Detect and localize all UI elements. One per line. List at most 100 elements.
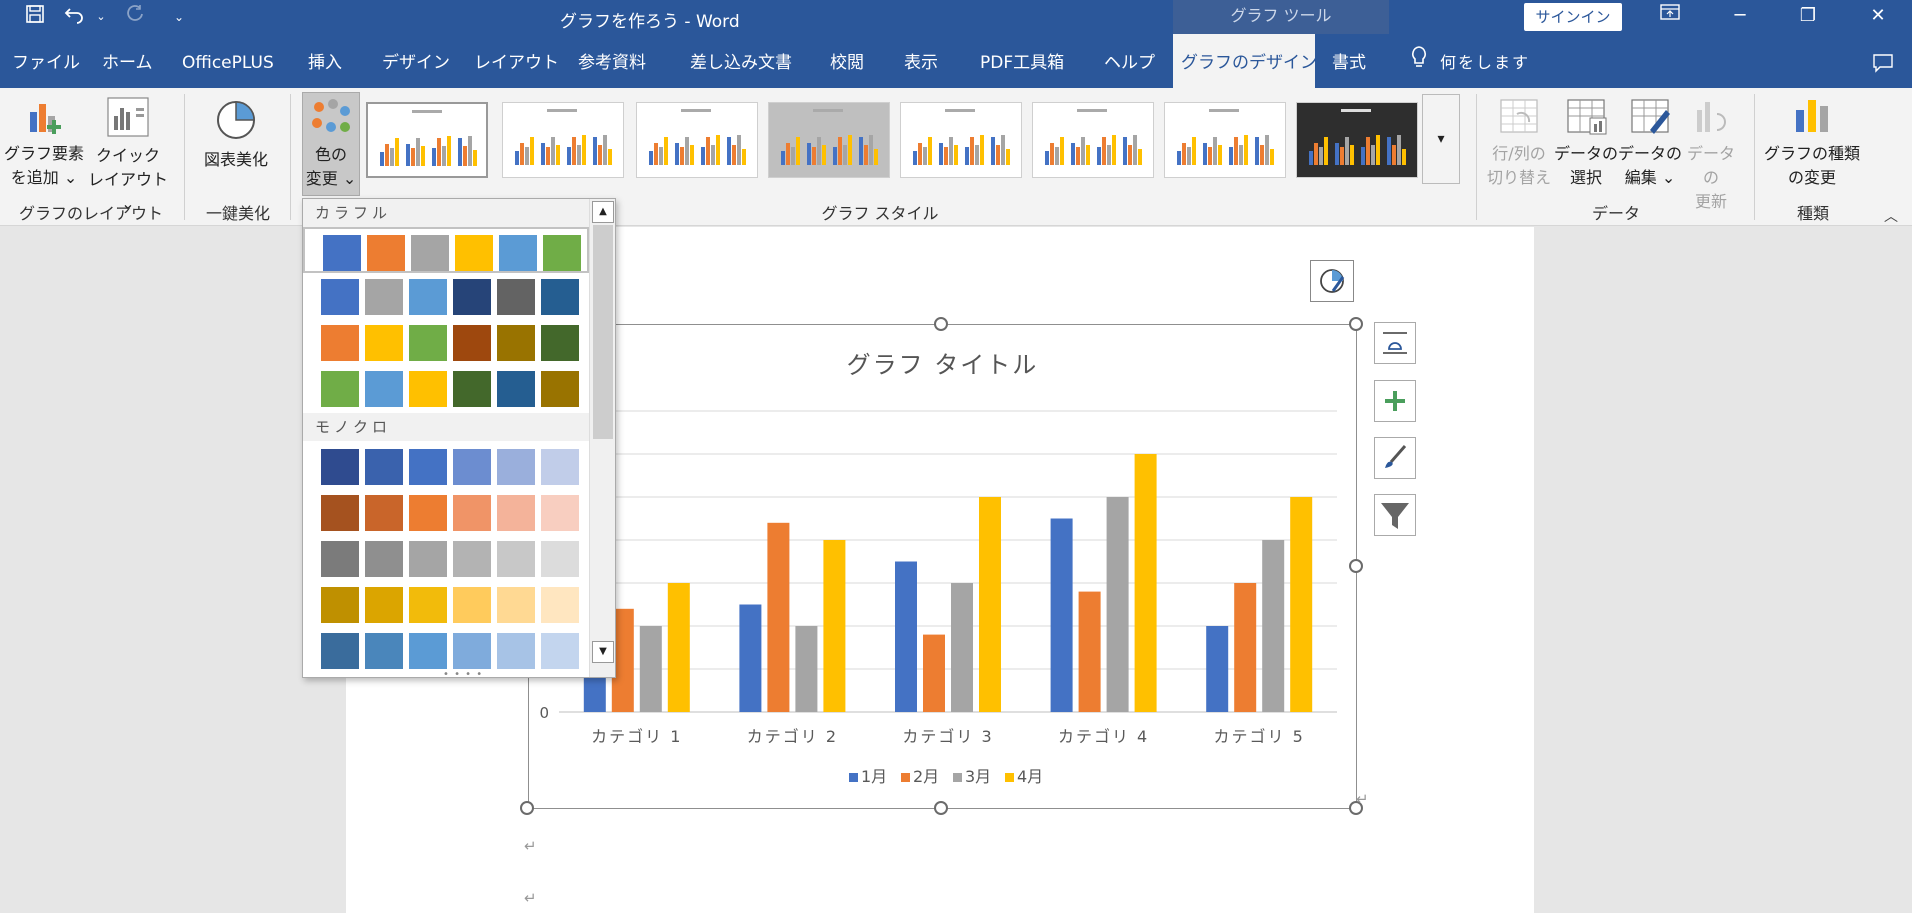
dropdown-scrollbar[interactable]: ▲ ▼ [589,199,615,677]
bar[interactable] [979,497,1001,712]
edit-data-button[interactable]: データの 編集 ⌄ [1618,96,1682,190]
resize-handle-bottom[interactable] [934,801,948,815]
tab-help[interactable]: ヘルプ [1104,53,1155,73]
bar[interactable] [923,634,945,712]
tell-me-search[interactable]: 何をします [1410,34,1530,88]
resize-handle-top[interactable] [934,317,948,331]
minimize-icon[interactable]: ─ [1734,5,1746,26]
monochrome-palette-option[interactable] [303,489,589,535]
chart-style-thumbnail[interactable] [1032,102,1154,178]
bar[interactable] [951,583,973,712]
gallery-more-button[interactable]: ▾ [1422,94,1460,184]
change-colors-label-2: 変更 ⌄ [305,169,357,188]
colorful-palette-option[interactable] [303,365,589,411]
tab-view[interactable]: 表示 [904,53,938,73]
chart-style-thumbnail[interactable] [502,102,624,178]
colorful-palette-option[interactable] [303,273,589,319]
comments-icon[interactable] [1864,34,1902,88]
select-data-label-1: データの [1554,144,1619,163]
chart-title[interactable]: グラフ タイトル [846,351,1039,379]
add-chart-element-button[interactable]: グラフ要素 を追加 ⌄ [4,96,84,190]
collapse-ribbon-icon[interactable]: ︿ [1884,209,1898,225]
bar[interactable] [767,522,790,712]
tab-home[interactable]: ホーム [102,53,153,73]
chart-style-thumbnail[interactable] [900,102,1022,178]
bar[interactable] [1106,497,1129,712]
ribbon-display-options-icon[interactable] [1642,0,1698,34]
tab-file[interactable]: ファイル [12,53,80,73]
tab-review[interactable]: 校閲 [830,53,864,73]
colorful-palette-option[interactable] [303,227,589,273]
close-icon[interactable]: ✕ [1870,5,1886,26]
tab-officeplus[interactable]: OfficePLUS [182,53,274,73]
tab-insert[interactable]: 挿入 [308,53,342,73]
bar[interactable] [1134,454,1157,712]
legend-entry[interactable]: 2月 [913,767,939,786]
signin-button[interactable]: サインイン [1524,3,1622,31]
monochrome-palette-option[interactable] [303,535,589,581]
tab-references[interactable]: 参考資料 [578,53,646,73]
chart-style-thumbnail[interactable] [366,102,488,178]
tab-chart-design[interactable]: グラフのデザイン [1173,34,1317,88]
resize-handle-bottom-right[interactable] [1349,801,1363,815]
bar[interactable] [1234,583,1257,712]
bar[interactable] [611,608,634,712]
bar[interactable] [1262,540,1285,712]
legend-entry[interactable]: 1月 [861,767,887,786]
select-data-icon [1567,99,1607,135]
undo-icon[interactable] [62,4,88,30]
tab-design[interactable]: デザイン [382,53,450,73]
colorful-palette-option[interactable] [303,319,589,365]
scroll-down-icon[interactable]: ▼ [592,641,614,663]
legend-entry[interactable]: 4月 [1017,767,1043,786]
quick-layout-button[interactable]: クイック レイアウト ⌄ [86,96,170,216]
refresh-data-button[interactable]: データの 更新 [1680,96,1742,214]
monochrome-palette-option[interactable] [303,627,589,673]
change-colors-button[interactable]: 色の 変更 ⌄ [302,92,360,196]
chart-style-thumbnail[interactable] [1296,102,1418,178]
change-chart-type-button[interactable]: グラフの種類 の変更 [1762,96,1862,190]
bar[interactable] [895,561,917,713]
switch-row-column-button[interactable]: 行/列の 切り替え [1486,96,1552,190]
resize-grip-icon[interactable]: • • • • [443,669,484,678]
bar[interactable] [823,540,846,712]
resize-handle-bottom-left[interactable] [520,801,534,815]
chart-style-thumbnail[interactable] [768,102,890,178]
chart-style-thumbnail[interactable] [1164,102,1286,178]
tab-layout[interactable]: レイアウト [474,53,559,73]
tab-pdf-tools[interactable]: PDF工具箱 [980,53,1065,73]
bar[interactable] [1206,626,1229,712]
chart-styles-button[interactable] [1374,437,1416,479]
bar[interactable] [795,626,818,712]
restore-icon[interactable]: ❐ [1799,5,1817,26]
chart-elements-button[interactable] [1374,380,1416,422]
chart-beautify-button[interactable]: 図表美化 [196,96,276,172]
bar[interactable] [1290,497,1313,712]
bar[interactable] [667,583,690,712]
save-icon[interactable] [22,4,48,30]
layout-options-side-button[interactable] [1374,322,1416,364]
bar[interactable] [1050,518,1073,713]
monochrome-palette-option[interactable] [303,443,589,489]
legend-entry[interactable]: 3月 [965,767,991,786]
monochrome-palette-option[interactable] [303,581,589,627]
tab-format[interactable]: 書式 [1332,53,1366,73]
layout-options-button[interactable] [1310,260,1354,302]
bar[interactable] [639,626,662,712]
tab-mailings[interactable]: 差し込み文書 [690,53,792,73]
customize-quick-access-icon[interactable]: ⌄ [173,10,185,24]
resize-handle-right[interactable] [1349,559,1363,573]
chart-style-thumbnail[interactable] [636,102,758,178]
quick-layout-label-1: クイック [95,146,160,165]
scrollbar-thumb[interactable] [593,225,613,439]
select-data-button[interactable]: データの 選択 [1554,96,1618,190]
chart-filters-button[interactable] [1374,494,1416,536]
resize-handle-top-right[interactable] [1349,317,1363,331]
color-swatch [321,541,359,577]
bar[interactable] [739,604,762,713]
undo-dropdown-icon[interactable]: ⌄ [96,10,106,23]
scroll-up-icon[interactable]: ▲ [592,201,614,223]
bar[interactable] [1078,591,1101,712]
chart-plot[interactable]: 0 カテゴリ 1 カテゴリ 2 カテゴリ 3 カテゴリ 4 カテゴリ 5 1月 2月 3月 4月 [529,325,1356,808]
chart-area[interactable]: グラフ タイトル 0 カテゴリ 1 カテゴリ 2 カテゴリ 3 カテゴリ 4 カテゴリ 5… [528,324,1357,809]
